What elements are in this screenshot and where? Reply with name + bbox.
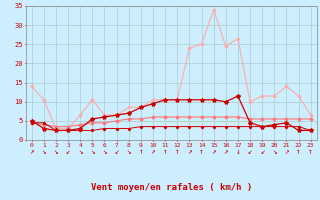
Text: ↑: ↑ [175, 148, 180, 156]
Text: ↙: ↙ [248, 148, 252, 156]
Text: ↘: ↘ [42, 148, 46, 156]
Text: ↗: ↗ [29, 148, 34, 156]
Text: ↑: ↑ [163, 148, 167, 156]
Text: ↘: ↘ [90, 148, 95, 156]
Text: ↙: ↙ [66, 148, 70, 156]
Text: ↗: ↗ [151, 148, 155, 156]
Text: ↗: ↗ [187, 148, 192, 156]
Text: ↓: ↓ [236, 148, 240, 156]
Text: ↘: ↘ [272, 148, 277, 156]
Text: ↘: ↘ [54, 148, 58, 156]
Text: ↙: ↙ [260, 148, 265, 156]
Text: ↑: ↑ [139, 148, 143, 156]
Text: ↑: ↑ [308, 148, 313, 156]
Text: ↗: ↗ [223, 148, 228, 156]
Text: ↘: ↘ [126, 148, 131, 156]
Text: ↙: ↙ [114, 148, 119, 156]
Text: Vent moyen/en rafales ( km/h ): Vent moyen/en rafales ( km/h ) [91, 183, 252, 192]
Text: ↑: ↑ [199, 148, 204, 156]
Text: ↘: ↘ [102, 148, 107, 156]
Text: ↗: ↗ [211, 148, 216, 156]
Text: ↑: ↑ [296, 148, 301, 156]
Text: ↗: ↗ [284, 148, 289, 156]
Text: ↘: ↘ [78, 148, 83, 156]
